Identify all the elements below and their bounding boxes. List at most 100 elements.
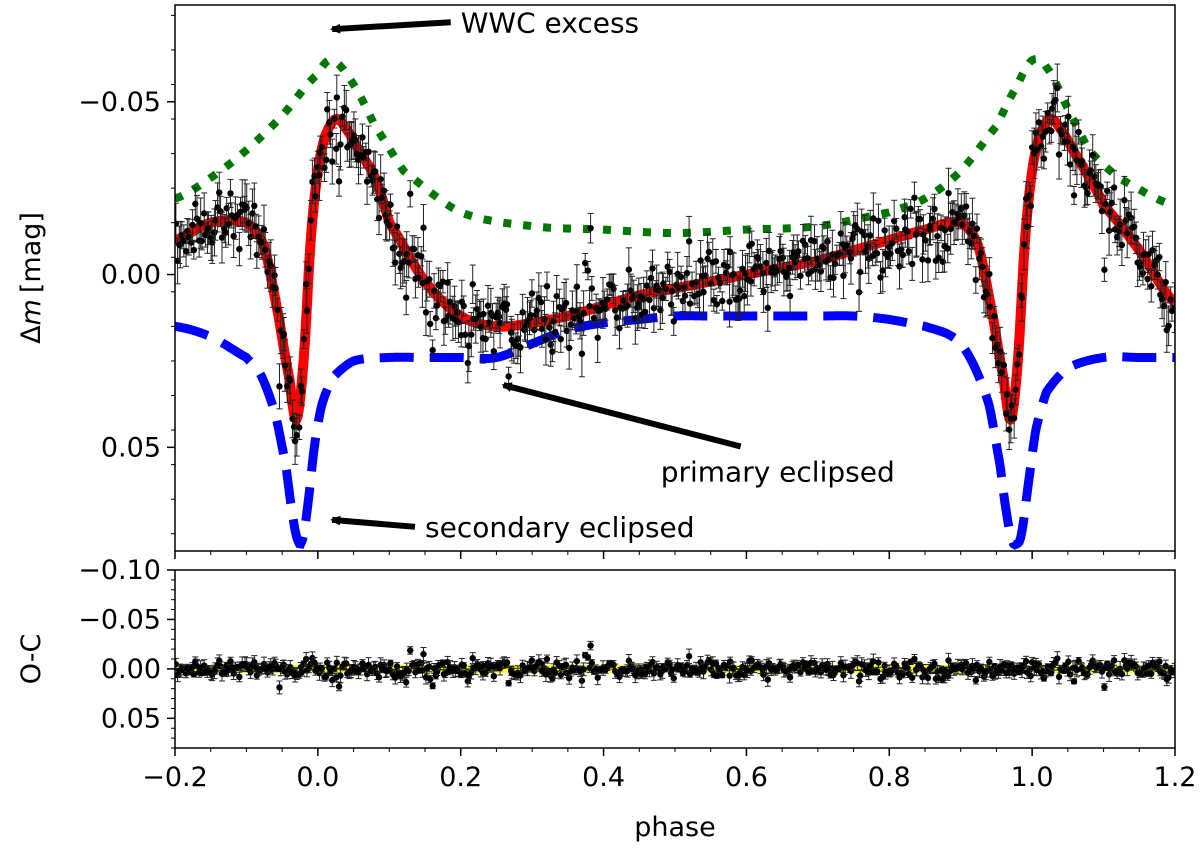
x-axis-label: phase bbox=[634, 812, 715, 843]
data-point bbox=[875, 217, 882, 224]
annotation-wwc-excess-text: WWC excess bbox=[461, 6, 639, 39]
data-point bbox=[716, 280, 724, 287]
data-point bbox=[251, 202, 258, 210]
data-point bbox=[681, 292, 689, 299]
data-point bbox=[391, 244, 398, 251]
data-point bbox=[1027, 202, 1034, 210]
residual-point bbox=[337, 672, 344, 679]
data-point bbox=[460, 302, 467, 310]
residual-point bbox=[713, 672, 721, 679]
residual-point bbox=[318, 665, 326, 672]
residual-point bbox=[1118, 670, 1126, 678]
data-point bbox=[293, 432, 301, 439]
series-eclipse-model bbox=[175, 311, 1175, 550]
residual-point bbox=[333, 659, 341, 666]
top-ytick-label: −0.05 bbox=[78, 87, 161, 118]
data-point bbox=[300, 335, 308, 343]
data-point bbox=[972, 276, 980, 284]
residual-point bbox=[1156, 658, 1163, 665]
data-point bbox=[547, 341, 554, 348]
data-point bbox=[197, 219, 204, 227]
data-point bbox=[363, 178, 371, 185]
data-point bbox=[945, 189, 952, 197]
data-point bbox=[290, 423, 298, 430]
data-point bbox=[1065, 113, 1072, 120]
data-point bbox=[1044, 109, 1051, 117]
data-point bbox=[1020, 241, 1028, 248]
residual-point bbox=[616, 673, 623, 680]
data-point bbox=[958, 205, 965, 212]
data-point bbox=[258, 239, 266, 246]
bottom-ytick-label: −0.10 bbox=[78, 555, 161, 586]
data-point bbox=[594, 334, 601, 341]
data-point bbox=[804, 254, 811, 262]
data-point bbox=[890, 217, 898, 225]
residual-point bbox=[407, 647, 414, 654]
data-point bbox=[620, 297, 627, 304]
data-point bbox=[212, 217, 219, 224]
data-point bbox=[553, 292, 560, 300]
data-point bbox=[392, 259, 399, 266]
residual-point bbox=[594, 674, 601, 681]
residual-point bbox=[236, 673, 243, 681]
data-point bbox=[302, 281, 310, 288]
data-point bbox=[641, 308, 649, 316]
data-point bbox=[879, 267, 886, 274]
data-point bbox=[222, 229, 229, 236]
data-point bbox=[375, 214, 383, 222]
data-point bbox=[276, 383, 283, 390]
data-point bbox=[949, 208, 956, 216]
annotation-secondary-eclipsed-arrow bbox=[330, 515, 416, 530]
data-point bbox=[455, 319, 462, 326]
data-point bbox=[659, 294, 666, 301]
data-point bbox=[377, 176, 384, 183]
residual-point bbox=[911, 655, 918, 663]
data-point bbox=[264, 268, 271, 276]
data-point bbox=[590, 314, 598, 322]
residual-point bbox=[1171, 667, 1175, 674]
data-point bbox=[660, 280, 667, 287]
data-point bbox=[562, 299, 570, 307]
data-point bbox=[667, 301, 675, 308]
residual-point bbox=[375, 674, 383, 681]
residual-point bbox=[870, 658, 877, 665]
residual-point bbox=[786, 674, 794, 681]
data-point bbox=[502, 306, 510, 313]
data-point bbox=[813, 255, 821, 263]
data-point bbox=[580, 309, 587, 317]
data-point bbox=[941, 226, 949, 234]
data-point bbox=[1048, 105, 1056, 112]
data-point bbox=[588, 285, 596, 292]
data-point bbox=[402, 294, 410, 301]
residual-point bbox=[1055, 673, 1063, 681]
data-point bbox=[1070, 192, 1078, 199]
residual-point bbox=[972, 677, 980, 684]
data-point bbox=[847, 255, 855, 262]
data-point bbox=[843, 241, 850, 249]
data-point bbox=[1039, 133, 1047, 140]
data-point bbox=[182, 247, 190, 255]
data-point bbox=[944, 245, 951, 252]
data-point bbox=[624, 302, 631, 309]
data-point bbox=[546, 324, 553, 331]
data-point bbox=[604, 296, 611, 303]
data-point bbox=[795, 248, 802, 255]
data-point bbox=[816, 261, 823, 269]
data-point bbox=[1071, 146, 1079, 153]
data-point bbox=[825, 256, 832, 263]
data-point bbox=[1003, 391, 1011, 398]
residual-point bbox=[765, 660, 773, 667]
data-point bbox=[935, 254, 942, 261]
data-point bbox=[870, 215, 877, 222]
data-point bbox=[190, 246, 198, 254]
data-point bbox=[507, 329, 515, 336]
data-point bbox=[576, 317, 584, 325]
data-point bbox=[1148, 283, 1155, 290]
data-point bbox=[567, 321, 575, 328]
residual-point bbox=[469, 654, 476, 662]
data-point bbox=[811, 237, 818, 245]
data-point bbox=[200, 210, 208, 217]
data-point bbox=[252, 223, 260, 230]
data-point bbox=[1154, 271, 1161, 278]
residual-point bbox=[1139, 670, 1147, 678]
